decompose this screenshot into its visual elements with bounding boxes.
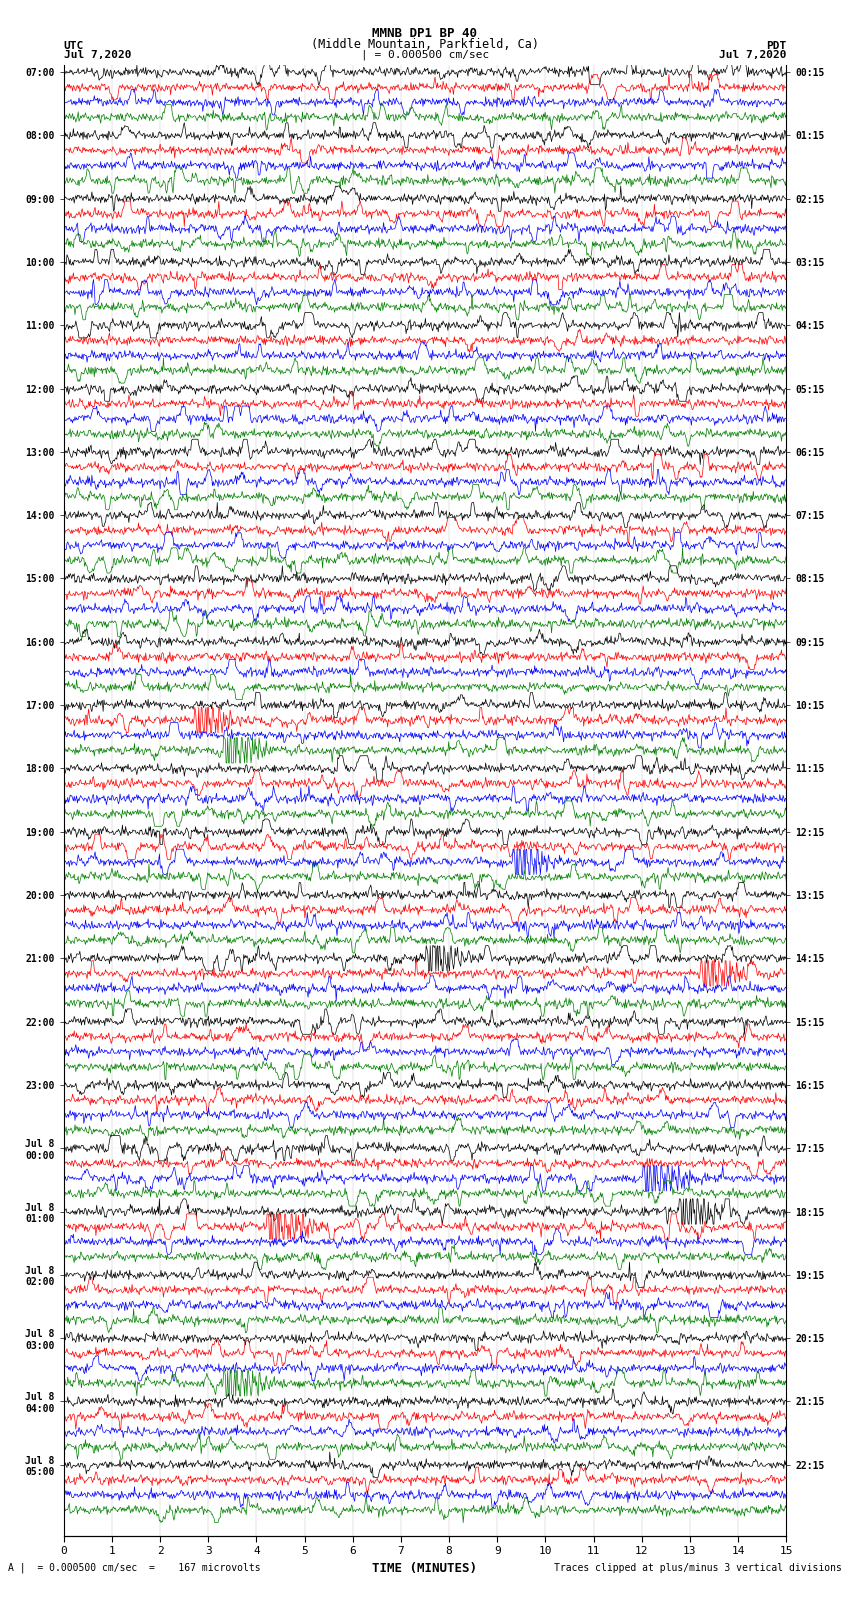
Text: Jul 7,2020: Jul 7,2020 [719, 50, 786, 60]
X-axis label: TIME (MINUTES): TIME (MINUTES) [372, 1561, 478, 1574]
Text: Traces clipped at plus/minus 3 vertical divisions: Traces clipped at plus/minus 3 vertical … [553, 1563, 842, 1573]
Text: MMNB DP1 BP 40: MMNB DP1 BP 40 [372, 26, 478, 39]
Text: (Middle Mountain, Parkfield, Ca): (Middle Mountain, Parkfield, Ca) [311, 37, 539, 50]
Text: UTC: UTC [64, 40, 84, 50]
Text: A |  = 0.000500 cm/sec  =    167 microvolts: A | = 0.000500 cm/sec = 167 microvolts [8, 1561, 261, 1573]
Text: Jul 7,2020: Jul 7,2020 [64, 50, 131, 60]
Text: PDT: PDT [766, 40, 786, 50]
Text: | = 0.000500 cm/sec: | = 0.000500 cm/sec [361, 48, 489, 60]
